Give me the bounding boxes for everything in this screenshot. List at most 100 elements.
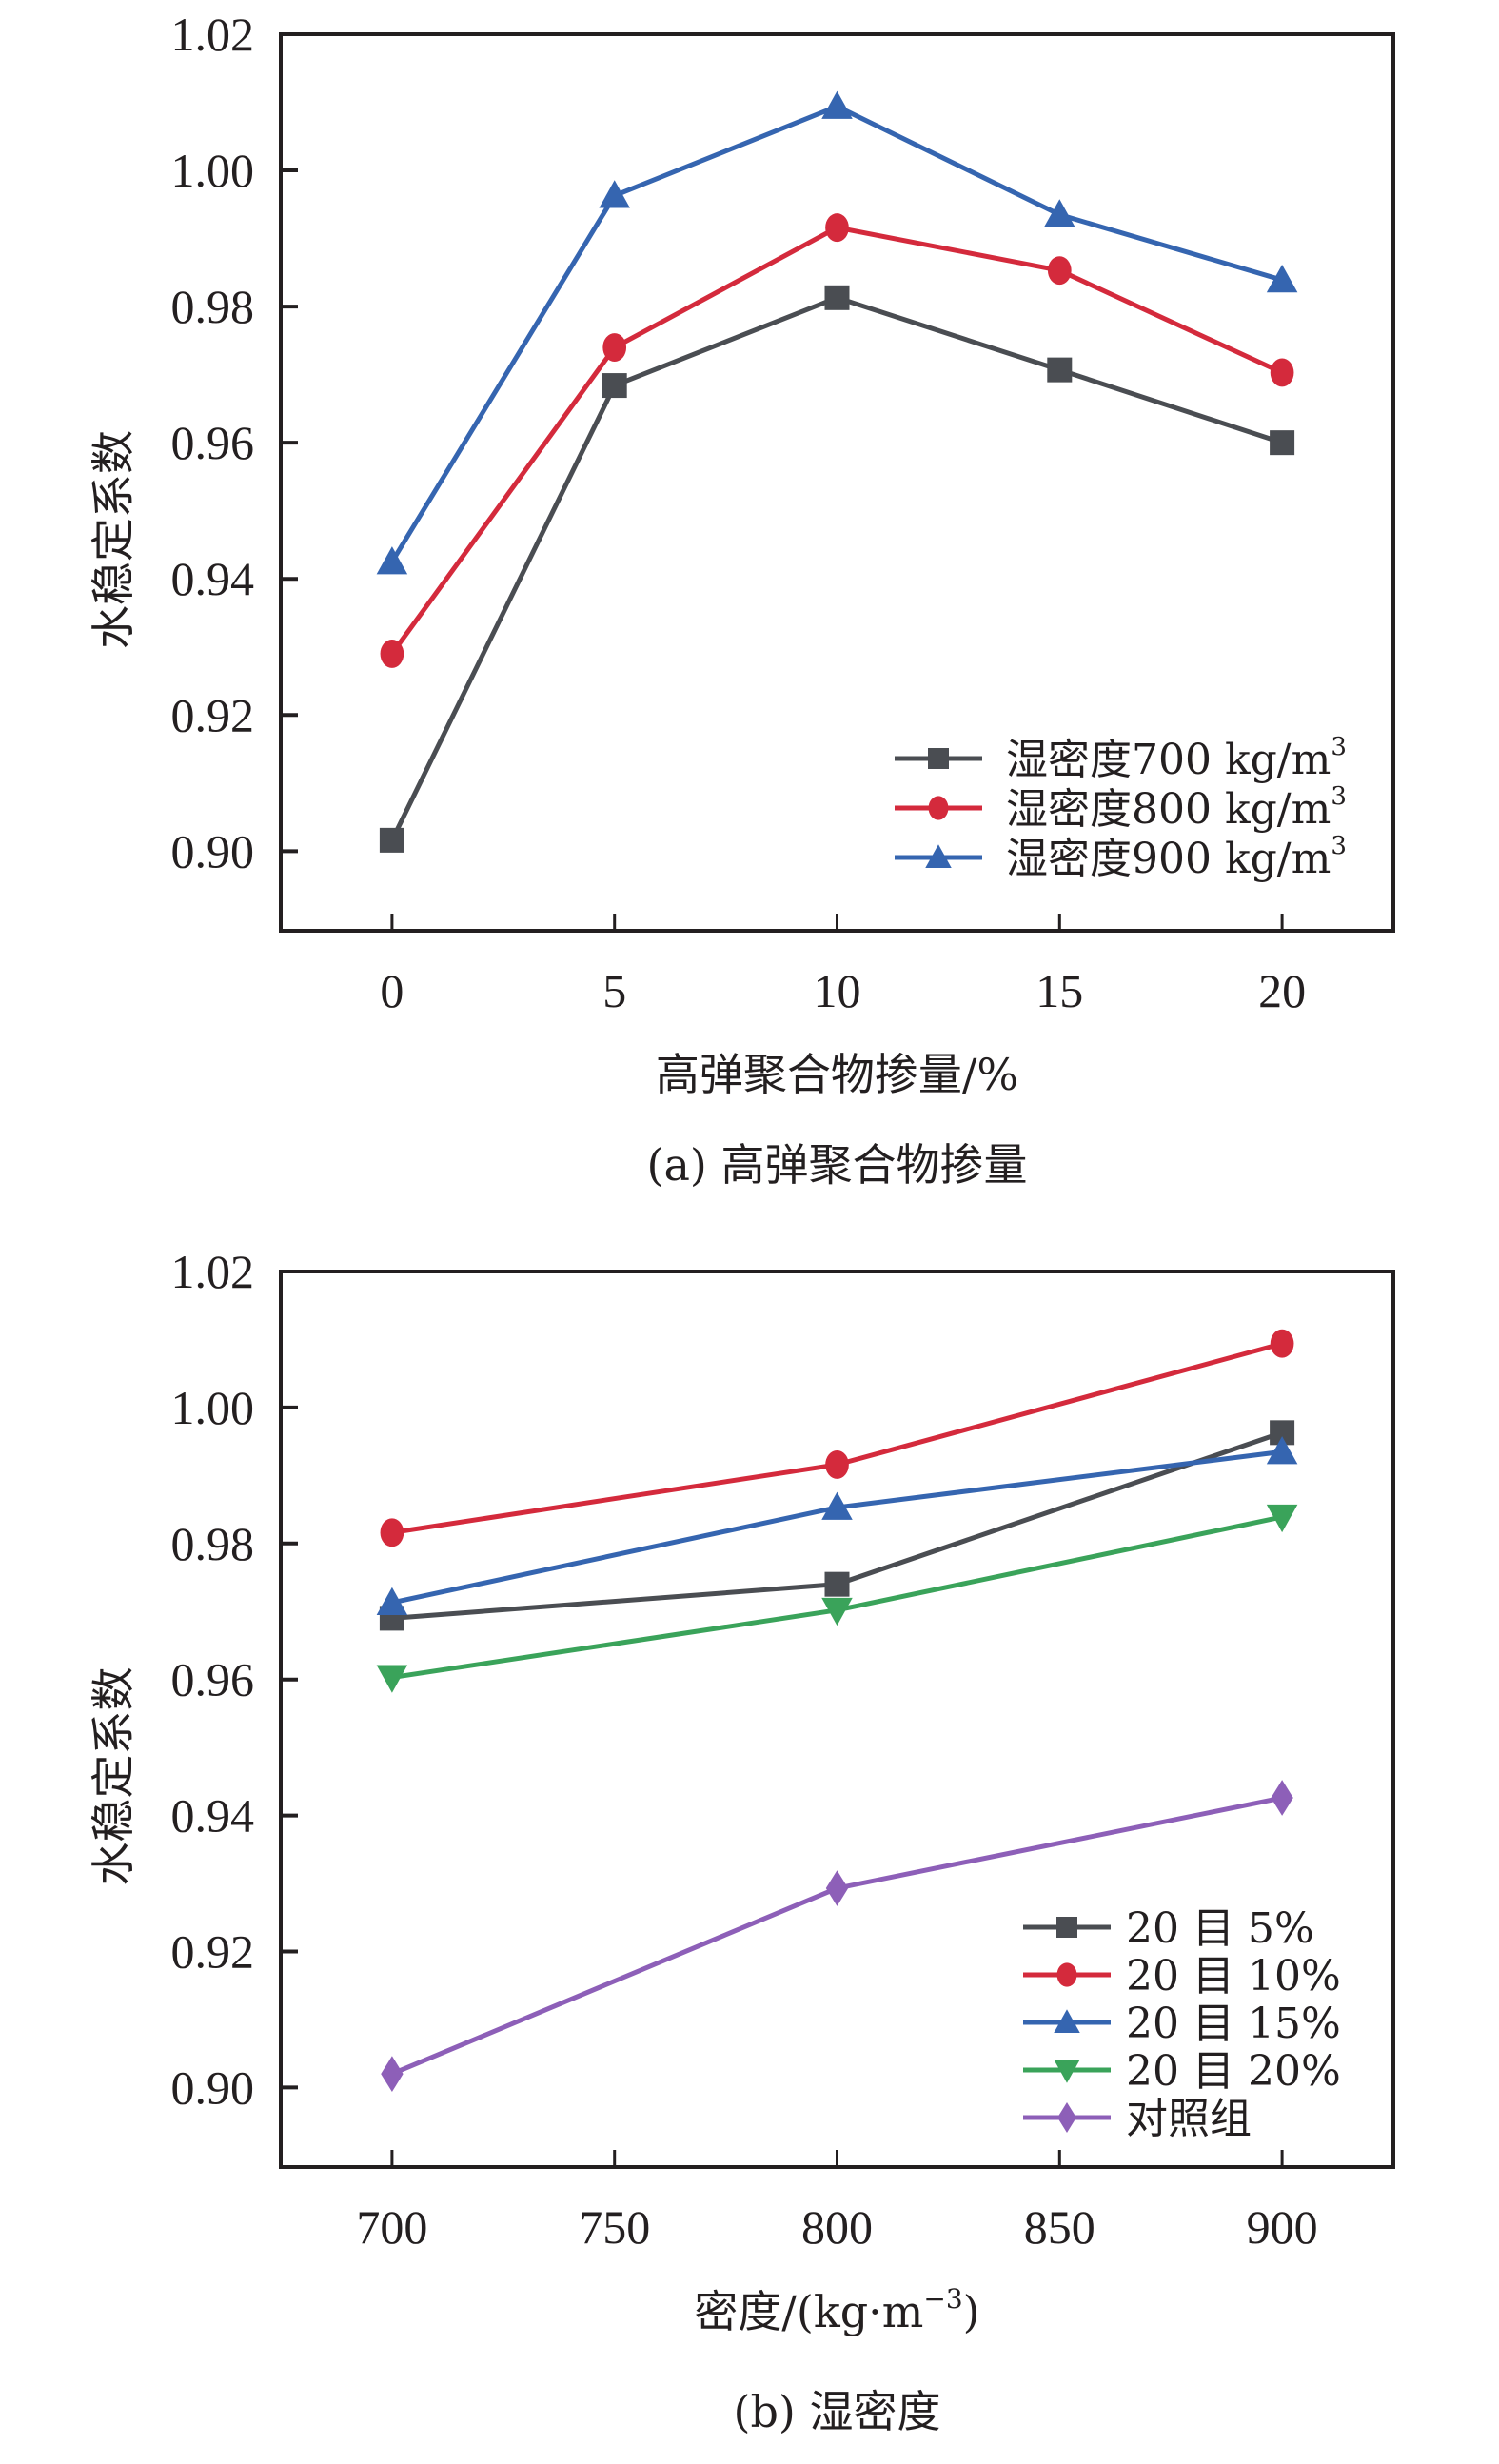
- data-point: [376, 1665, 408, 1693]
- data-point: [1266, 264, 1298, 293]
- y-tick-label: 0.90: [171, 824, 255, 877]
- legend-label: 20 目 15%: [1126, 2000, 1341, 2048]
- x-axis-title-main: 密度/(kg·m: [694, 2286, 923, 2337]
- data-point: [599, 180, 630, 208]
- legend-label-superscript: 3: [1331, 733, 1347, 761]
- data-point: [1270, 430, 1295, 456]
- legend-marker-icon: [1056, 1962, 1077, 1987]
- legend-label: 湿密度900 kg/m3: [1006, 832, 1347, 883]
- y-axis-title: 水稳定系数: [88, 430, 139, 649]
- data-point: [1266, 1436, 1298, 1465]
- series-3: [376, 1504, 1298, 1693]
- legend-item: 湿密度800 kg/m3: [895, 782, 1347, 834]
- x-tick-label: 15: [1035, 964, 1083, 1017]
- data-point: [1271, 1780, 1293, 1816]
- x-tick-label: 850: [1024, 2200, 1095, 2254]
- x-axis-title-end: ): [963, 2286, 980, 2337]
- x-tick-label: 750: [579, 2200, 650, 2254]
- legend-item: 20 目 10%: [1023, 1952, 1341, 2001]
- legend-marker-icon: [925, 844, 952, 868]
- y-axis-ticks: 0.90 0.92 0.94 0.96 0.98 1.00 1.02: [171, 1245, 298, 2114]
- y-tick-label: 0.92: [171, 1925, 255, 1979]
- legend-marker-icon: [1057, 2102, 1076, 2133]
- data-point: [380, 639, 404, 668]
- series-line: [389, 104, 1283, 563]
- data-point: [376, 546, 408, 575]
- legend-label: 20 目 5%: [1126, 1904, 1314, 1953]
- x-tick-label: 10: [814, 964, 861, 1017]
- data-point: [379, 827, 404, 853]
- legend-item: 20 目 20%: [1023, 2047, 1341, 2096]
- data-point: [380, 1518, 404, 1547]
- legend-label-superscript: 3: [1331, 832, 1347, 860]
- legend-marker-icon: [1056, 1917, 1077, 1938]
- data-point: [824, 1571, 850, 1597]
- panel-caption: (a) 高弹聚合物掺量: [647, 1139, 1028, 1191]
- series-layer: [376, 1329, 1298, 2092]
- x-axis-title: 高弹聚合物掺量/%: [656, 1049, 1018, 1100]
- chart-panel-b: 0.90 0.92 0.94 0.96 0.98 1.00 1.02 700 750 800 85…: [88, 1245, 1395, 2437]
- y-tick-label: 0.94: [171, 552, 255, 605]
- x-axis-title: 密度/(kg·m−3): [694, 2283, 979, 2337]
- series-line: [391, 1514, 1283, 1681]
- y-tick-label: 0.94: [171, 1789, 255, 1843]
- legend-item: 湿密度700 kg/m3: [895, 733, 1347, 784]
- data-point: [381, 2056, 404, 2092]
- legend-item: 20 目 5%: [1023, 1904, 1314, 1953]
- panel-caption: (b) 湿密度: [734, 2386, 941, 2437]
- series-layer: [376, 90, 1298, 853]
- legend-marker-icon: [928, 796, 949, 820]
- legend-label: 20 目 20%: [1126, 2047, 1341, 2096]
- data-point: [376, 1587, 408, 1615]
- x-axis-ticks: 0 5 10 15 20: [380, 914, 1306, 1017]
- legend: 20 目 5%20 目 10%20 目 15%20 目 20%对照组: [1023, 1904, 1341, 2143]
- legend-label: 湿密度800 kg/m3: [1006, 782, 1347, 834]
- data-point: [1047, 357, 1073, 383]
- y-tick-label: 0.92: [171, 688, 255, 741]
- series-2: [376, 90, 1298, 575]
- y-axis-ticks: 0.90 0.92 0.94 0.96 0.98 1.00 1.02: [171, 8, 298, 877]
- legend-item: 湿密度900 kg/m3: [895, 832, 1347, 883]
- series-0: [379, 285, 1295, 853]
- data-point: [1047, 256, 1072, 286]
- legend-label-main: 湿密度700 kg/m: [1006, 736, 1331, 784]
- legend-item: 对照组: [1023, 2095, 1252, 2143]
- data-point: [825, 1449, 849, 1479]
- x-tick-label: 800: [801, 2200, 873, 2254]
- data-point: [1044, 199, 1075, 227]
- x-tick-label: 0: [380, 964, 404, 1017]
- legend-label: 20 目 10%: [1126, 1952, 1341, 2001]
- series-4: [381, 1780, 1293, 2092]
- y-tick-label: 1.00: [171, 144, 255, 197]
- legend-label-superscript: 3: [1331, 782, 1347, 811]
- series-1: [380, 1329, 1294, 1547]
- legend-label-main: 湿密度900 kg/m: [1006, 835, 1331, 883]
- data-point: [821, 1491, 853, 1520]
- legend-label: 湿密度700 kg/m3: [1006, 733, 1347, 784]
- legend-item: 20 目 15%: [1023, 2000, 1341, 2048]
- legend-label: 对照组: [1126, 2095, 1252, 2143]
- y-tick-label: 0.98: [171, 280, 255, 333]
- x-axis-ticks: 700 750 800 850 900: [356, 2150, 1318, 2254]
- y-tick-label: 1.00: [171, 1381, 255, 1434]
- data-point: [825, 213, 849, 243]
- x-tick-label: 5: [602, 964, 626, 1017]
- data-point: [1270, 1329, 1294, 1358]
- chart-panel-a: 0.90 0.92 0.94 0.96 0.98 1.00 1.02 0 5 10 15 20 水稳…: [88, 8, 1395, 1191]
- legend-label-main: 湿密度800 kg/m: [1006, 785, 1331, 834]
- x-tick-label: 700: [356, 2200, 427, 2254]
- x-axis-title-superscript: −3: [923, 2283, 962, 2315]
- y-tick-label: 1.02: [171, 8, 255, 61]
- data-point: [824, 285, 850, 310]
- data-point: [602, 373, 627, 399]
- data-point: [821, 90, 853, 119]
- y-tick-label: 0.96: [171, 416, 255, 469]
- data-point: [602, 333, 627, 362]
- data-point: [825, 1870, 849, 1906]
- data-point: [1270, 358, 1294, 387]
- series-1: [380, 213, 1294, 668]
- x-tick-label: 20: [1258, 964, 1306, 1017]
- legend-marker-icon: [1054, 2060, 1080, 2083]
